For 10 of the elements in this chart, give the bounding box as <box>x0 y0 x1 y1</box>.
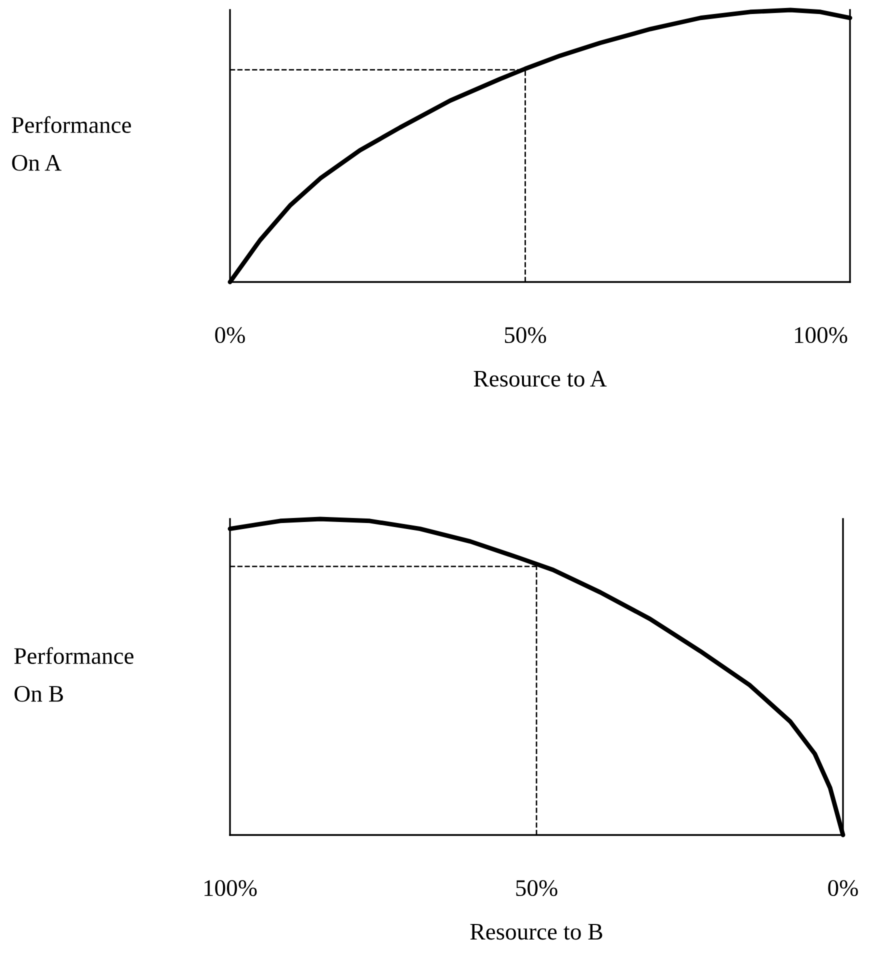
x-tick-label: 0% <box>215 327 245 344</box>
y-axis-title: Performance On B <box>14 647 134 702</box>
x-tick-label: 0% <box>828 880 858 896</box>
x-tick-label: 50% <box>504 327 546 344</box>
x-tick-label: 100% <box>795 327 848 344</box>
x-tick-label: 50% <box>516 880 558 896</box>
x-axis-title: Resource to B <box>470 924 602 940</box>
x-tick-label: 100% <box>204 880 257 896</box>
x-axis-title: Resource to A <box>474 370 607 387</box>
y-axis-title: Performance On A <box>12 116 131 171</box>
